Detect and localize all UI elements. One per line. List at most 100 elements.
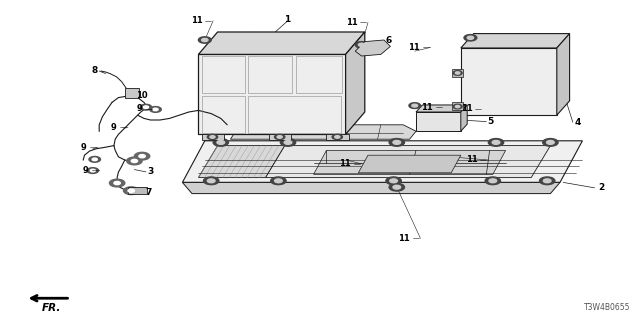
- Circle shape: [139, 155, 145, 158]
- Polygon shape: [182, 141, 582, 182]
- Circle shape: [455, 72, 460, 74]
- Polygon shape: [182, 182, 560, 194]
- Text: 11: 11: [398, 234, 410, 243]
- Polygon shape: [198, 54, 346, 134]
- Circle shape: [547, 140, 554, 144]
- Circle shape: [90, 169, 95, 172]
- Text: —: —: [90, 144, 97, 150]
- Text: —: —: [435, 104, 442, 110]
- Text: —: —: [360, 20, 367, 25]
- Polygon shape: [314, 150, 506, 174]
- Text: 11: 11: [461, 104, 472, 113]
- Text: FR.: FR.: [42, 303, 61, 313]
- Polygon shape: [461, 48, 557, 115]
- Text: 4: 4: [574, 118, 580, 127]
- Circle shape: [453, 71, 462, 75]
- Circle shape: [92, 158, 97, 161]
- Circle shape: [358, 43, 365, 46]
- Circle shape: [284, 140, 292, 144]
- Circle shape: [207, 179, 215, 183]
- Circle shape: [87, 168, 99, 173]
- Circle shape: [134, 152, 150, 160]
- Bar: [202, 134, 224, 140]
- Circle shape: [390, 179, 397, 183]
- Circle shape: [492, 140, 500, 144]
- Circle shape: [89, 156, 100, 162]
- Polygon shape: [355, 40, 390, 56]
- Circle shape: [543, 179, 551, 183]
- Circle shape: [412, 104, 418, 107]
- Circle shape: [213, 139, 228, 146]
- Circle shape: [393, 140, 401, 144]
- Text: 11: 11: [421, 103, 433, 112]
- Text: 11: 11: [191, 16, 202, 25]
- Polygon shape: [346, 32, 365, 134]
- Polygon shape: [461, 105, 467, 131]
- Text: T3W4B0655: T3W4B0655: [584, 303, 630, 312]
- Circle shape: [271, 177, 286, 185]
- Bar: [452, 102, 463, 110]
- Text: 11: 11: [466, 156, 477, 164]
- Circle shape: [153, 108, 158, 111]
- Text: 11: 11: [408, 43, 420, 52]
- Text: —: —: [92, 167, 99, 173]
- Circle shape: [210, 136, 215, 138]
- Circle shape: [275, 134, 285, 140]
- Circle shape: [489, 179, 497, 183]
- Text: 9: 9: [81, 143, 86, 152]
- Text: —: —: [422, 44, 429, 50]
- Circle shape: [467, 36, 474, 39]
- Circle shape: [455, 105, 460, 108]
- Text: —: —: [412, 236, 419, 241]
- Text: 11: 11: [339, 159, 351, 168]
- Text: 10: 10: [136, 91, 148, 100]
- Circle shape: [143, 106, 148, 108]
- Circle shape: [453, 104, 462, 109]
- Bar: [202, 96, 245, 133]
- Bar: [296, 56, 342, 93]
- Text: 8: 8: [92, 66, 98, 75]
- Text: —: —: [480, 157, 487, 163]
- Circle shape: [393, 185, 401, 189]
- Circle shape: [140, 104, 152, 110]
- Polygon shape: [557, 34, 570, 115]
- Polygon shape: [266, 146, 550, 178]
- Circle shape: [275, 179, 282, 183]
- Circle shape: [198, 37, 211, 43]
- Circle shape: [389, 139, 404, 146]
- Circle shape: [335, 136, 340, 138]
- Text: 5: 5: [488, 117, 494, 126]
- Text: 9: 9: [83, 166, 88, 175]
- Circle shape: [114, 181, 120, 185]
- Circle shape: [488, 139, 504, 146]
- Text: 9: 9: [111, 123, 116, 132]
- Text: —: —: [145, 106, 152, 112]
- Bar: [128, 187, 147, 194]
- Circle shape: [355, 42, 368, 48]
- Text: 2: 2: [598, 183, 605, 192]
- Text: —: —: [205, 18, 212, 24]
- Circle shape: [150, 107, 161, 112]
- Circle shape: [464, 35, 477, 41]
- Circle shape: [386, 177, 401, 185]
- Text: 3: 3: [147, 167, 154, 176]
- Circle shape: [204, 177, 219, 185]
- Circle shape: [109, 179, 125, 187]
- Circle shape: [389, 183, 404, 191]
- Text: 6: 6: [385, 36, 392, 45]
- Text: 1: 1: [284, 15, 290, 24]
- Circle shape: [202, 38, 208, 42]
- Polygon shape: [416, 105, 467, 112]
- Circle shape: [124, 187, 139, 195]
- Polygon shape: [358, 155, 461, 173]
- Bar: [202, 56, 245, 93]
- Polygon shape: [198, 32, 365, 54]
- Circle shape: [280, 139, 296, 146]
- Text: —: —: [120, 125, 127, 131]
- Bar: [125, 88, 139, 98]
- Text: —: —: [353, 161, 360, 167]
- Polygon shape: [230, 125, 416, 139]
- Text: —: —: [475, 106, 482, 112]
- Circle shape: [131, 159, 138, 163]
- Circle shape: [540, 177, 555, 185]
